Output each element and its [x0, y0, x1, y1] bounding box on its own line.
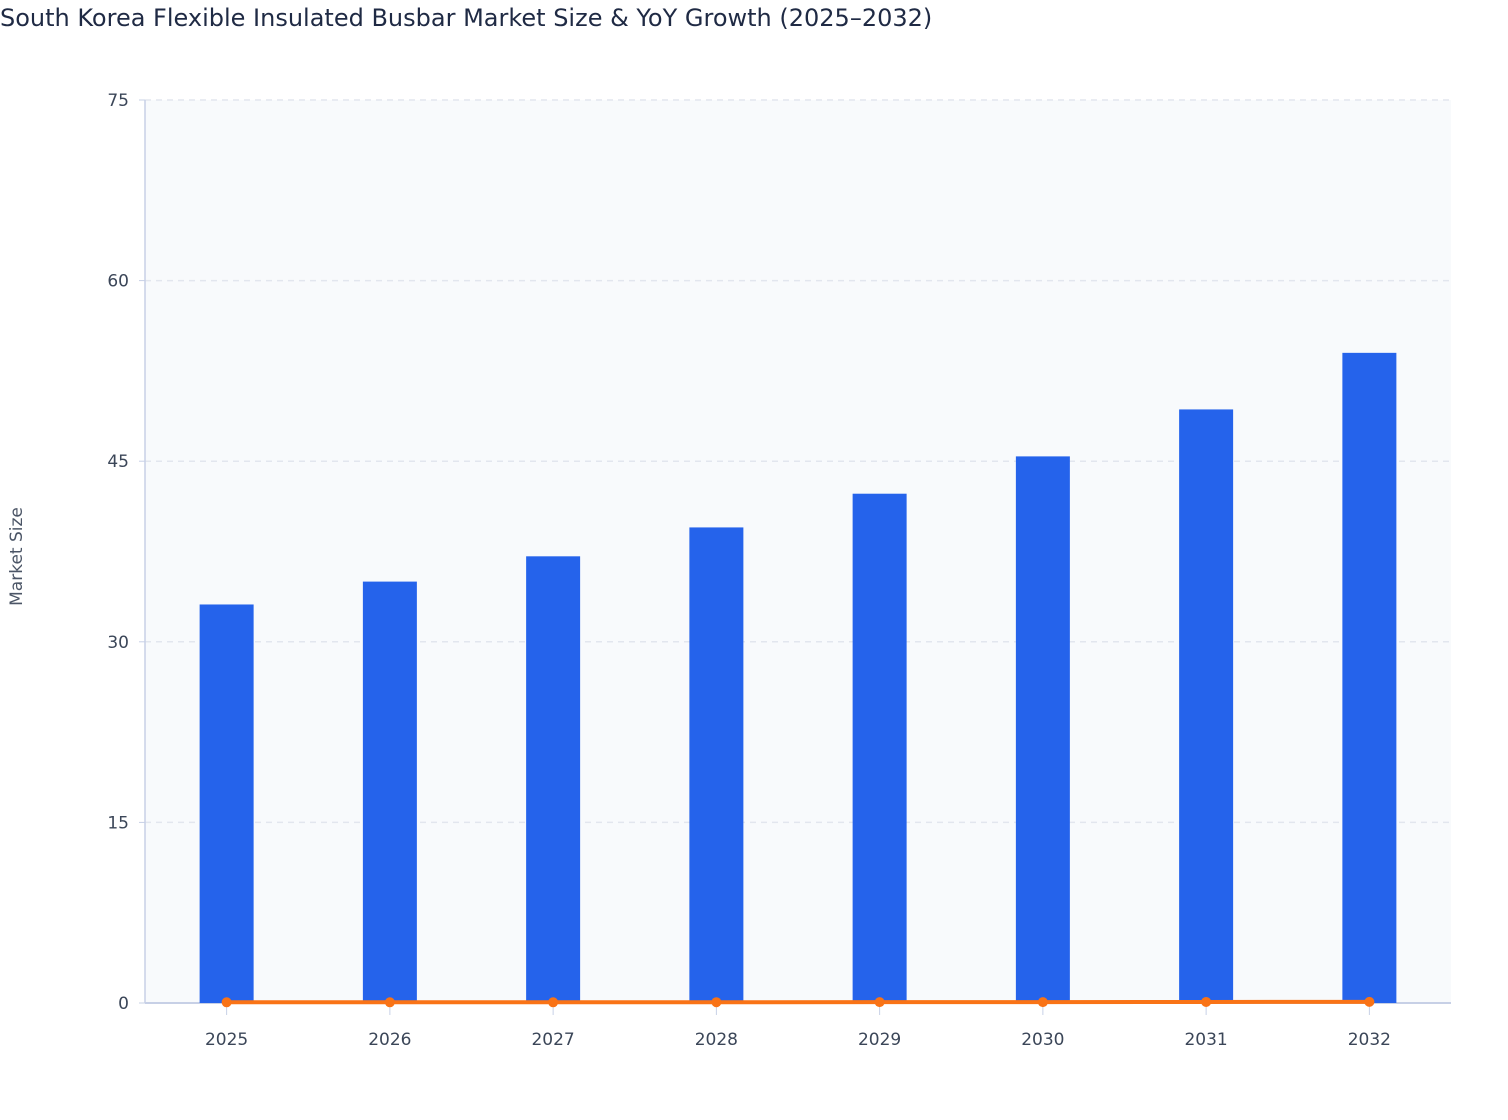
x-tick-label: 2029 [858, 1030, 901, 1050]
growth-point [1037, 997, 1048, 1008]
x-tick-label: 2031 [1184, 1030, 1227, 1050]
bar [199, 604, 254, 1003]
x-tick-label: 2030 [1021, 1030, 1064, 1050]
bar [1342, 352, 1397, 1004]
growth-point [1364, 996, 1375, 1007]
chart-title: South Korea Flexible Insulated Busbar Ma… [0, 4, 933, 32]
growth-point [711, 997, 722, 1008]
x-tick-label: 2032 [1348, 1030, 1391, 1050]
bar [689, 527, 744, 1003]
y-tick-label: 30 [107, 633, 129, 653]
bar [526, 556, 581, 1003]
y-axis-title: Market Size [7, 507, 27, 606]
x-tick-label: 2027 [531, 1030, 574, 1050]
x-tick-label: 2028 [695, 1030, 738, 1050]
growth-point [384, 997, 395, 1008]
bar [1179, 409, 1234, 1004]
growth-point [221, 997, 232, 1008]
bar [852, 493, 907, 1003]
bar [1015, 456, 1070, 1003]
growth-point [874, 997, 885, 1008]
y-tick-label: 75 [107, 91, 129, 111]
growth-point [1201, 996, 1212, 1007]
bar [362, 581, 417, 1003]
x-tick-label: 2026 [368, 1030, 411, 1050]
y-tick-label: 60 [107, 272, 129, 292]
y-tick-label: 0 [118, 994, 129, 1014]
y-tick-label: 15 [107, 813, 129, 833]
plot-area [145, 100, 1451, 1003]
y-tick-label: 45 [107, 452, 129, 472]
x-tick-label: 2025 [205, 1030, 248, 1050]
growth-point [548, 997, 559, 1008]
